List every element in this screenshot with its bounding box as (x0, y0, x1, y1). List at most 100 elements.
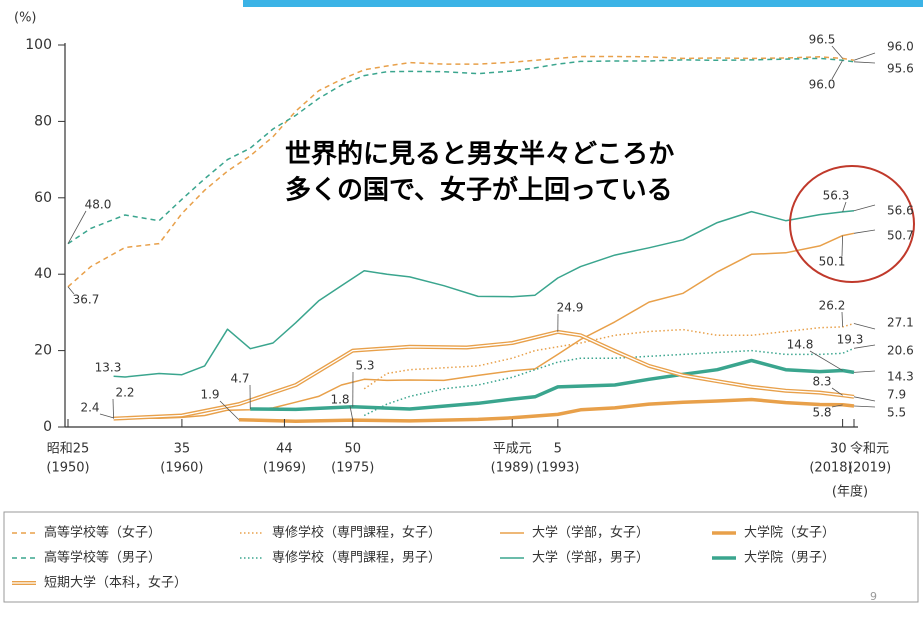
data-label: 1.8 (330, 393, 349, 407)
leader-line (831, 45, 843, 59)
data-label: 24.9 (557, 301, 584, 315)
x-tick-label: 5 (554, 442, 562, 457)
data-label: 56.6 (887, 204, 914, 218)
data-label: 13.3 (95, 361, 122, 375)
y-tick-label: 60 (34, 190, 52, 206)
data-label: 48.0 (85, 198, 112, 212)
series-line-inner (113, 331, 855, 420)
x-tick-year: (1975) (331, 461, 374, 476)
y-tick-label: 0 (43, 419, 52, 435)
series-line (250, 358, 855, 412)
header-bar (243, 0, 923, 7)
series-line (113, 232, 855, 419)
y-tick-label: 100 (25, 37, 52, 53)
data-label: 27.1 (887, 316, 914, 330)
leader-line (853, 61, 876, 64)
plot (67, 55, 855, 424)
leader-line (99, 413, 114, 419)
x-tick-label: 平成元 (493, 442, 532, 457)
x-tick-year: (1989) (491, 461, 534, 476)
leader-line (831, 404, 843, 408)
y-tick-label: 20 (34, 343, 52, 359)
legend-label: 大学（学部，男子） (532, 550, 649, 566)
leader-line (841, 235, 844, 257)
data-label: 5.5 (887, 406, 906, 420)
legend-label: 大学院（男子） (744, 550, 835, 566)
data-label: 96.0 (887, 40, 914, 54)
x-tick-label: 35 (174, 442, 191, 457)
legend-label: 高等学校等（女子） (44, 525, 161, 541)
data-label: 36.7 (73, 293, 100, 307)
data-label: 1.9 (200, 388, 219, 402)
data-label: 5.3 (355, 359, 374, 373)
data-label: 95.6 (887, 62, 914, 76)
data-label: 14.3 (887, 370, 914, 384)
x-tick-year: (2019) (848, 461, 891, 476)
leader-line (853, 344, 876, 349)
series-line (113, 210, 855, 378)
x-tick-year: (1969) (263, 461, 306, 476)
x-tick-year: (2018) (809, 461, 852, 476)
series-line (67, 55, 855, 288)
x-tick-label: 昭和25 (47, 442, 90, 457)
data-label: 50.7 (887, 229, 914, 243)
x-tick-year: (1993) (536, 461, 579, 476)
leader-line (349, 405, 354, 421)
data-label: 96.5 (809, 33, 836, 47)
leader-line (853, 52, 876, 61)
leader-line (853, 396, 876, 402)
data-label: 96.0 (809, 78, 836, 92)
leader-line (67, 210, 87, 244)
y-tick-label: 80 (34, 113, 52, 129)
highlight-ellipse (789, 165, 915, 283)
leader-line (853, 405, 876, 408)
data-label: 19.3 (837, 333, 864, 347)
data-label: 20.6 (887, 344, 914, 358)
y-tick-label: 40 (34, 266, 52, 282)
leader-line (831, 387, 843, 396)
data-label: 4.7 (230, 372, 249, 386)
leader-line (67, 286, 75, 295)
x-tick-label: 50 (345, 442, 362, 457)
leader-line (219, 400, 240, 421)
leader-line (853, 370, 876, 373)
legend-label: 大学（学部，女子） (532, 525, 649, 541)
legend-label: 専修学校（専門課程，女子） (272, 525, 441, 541)
data-label: 2.2 (115, 386, 134, 400)
leader-line (853, 204, 876, 212)
legend-label: 短期大学（本科，女子） (44, 575, 187, 591)
annotation-line: 世界的に見ると男女半々どころか (285, 139, 674, 170)
annotation-line: 多くの国で、女子が上回っている (285, 175, 673, 206)
series-line (67, 57, 855, 245)
data-label: 5.8 (812, 406, 831, 420)
data-label: 2.4 (80, 401, 99, 415)
x-tick-year: (1960) (160, 461, 203, 476)
data-label: 7.9 (887, 388, 906, 402)
legend-label: 専修学校（専門課程，男子） (272, 550, 441, 566)
data-label: 50.1 (819, 255, 846, 269)
y-unit: (%) (14, 11, 37, 26)
leader-line (841, 311, 844, 327)
leader-line (112, 398, 114, 419)
leader-line (853, 229, 876, 234)
data-label: 56.3 (823, 189, 850, 203)
x-tick-label: 令和元 (850, 442, 889, 457)
legend-label: 高等学校等（男子） (44, 550, 161, 566)
page-number: 9 (870, 590, 877, 603)
series-line (363, 347, 855, 417)
leader-line (853, 323, 876, 330)
x-tick-year: (1950) (46, 461, 89, 476)
x-tick-label: 30 (830, 442, 847, 457)
data-label: 8.3 (812, 375, 831, 389)
x-tick-label: 44 (276, 442, 293, 457)
leader-line (831, 60, 843, 80)
leader-line (809, 350, 843, 371)
series-line (363, 322, 855, 390)
data-label: 26.2 (819, 299, 846, 313)
data-label: 14.8 (787, 338, 814, 352)
legend-label: 大学院（女子） (744, 525, 835, 541)
legend-box (3, 511, 919, 603)
series-line (238, 397, 855, 424)
